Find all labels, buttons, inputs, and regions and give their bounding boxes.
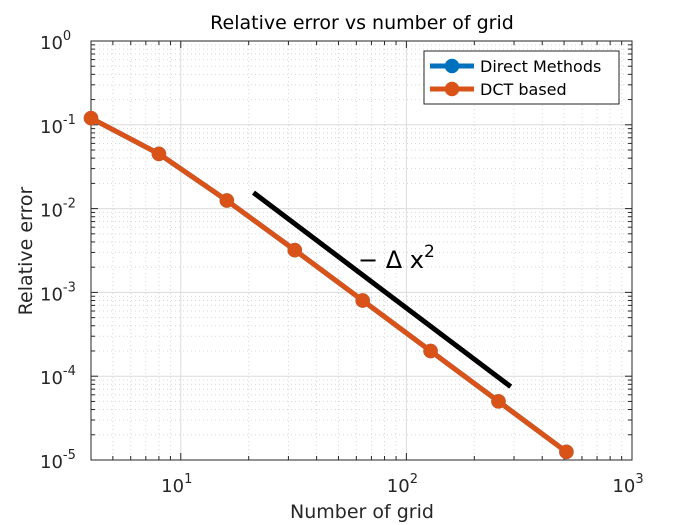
x-tick-label-exponent: 3 (635, 472, 643, 487)
series-layer (83, 110, 574, 460)
y-axis-label: Relative error (15, 186, 37, 315)
legend-marker-dct-based (444, 81, 460, 97)
y-tick-label-exponent: -3 (63, 280, 76, 295)
y-tick-label-exponent: 0 (63, 29, 71, 44)
x-axis-label: Number of grid (290, 501, 434, 523)
y-tick-label-exponent: -4 (63, 364, 76, 379)
y-tick-label-base: 10 (40, 117, 63, 138)
reference-slope-label: − Δ x2 (358, 242, 435, 274)
y-tick-label-base: 10 (40, 452, 63, 473)
y-tick-label-base: 10 (40, 33, 63, 54)
y-tick-label-base: 10 (40, 201, 63, 222)
series-line-dct-based (89, 115, 568, 454)
data-point-dct-based (83, 110, 99, 126)
legend-label-direct-methods: Direct Methods (480, 57, 601, 76)
chart-title: Relative error vs number of grid (210, 12, 514, 34)
y-tick-label: 10-2 (40, 197, 76, 222)
x-tick-label-exponent: 2 (410, 472, 418, 487)
y-tick-label-exponent: -5 (63, 448, 76, 463)
x-tick-label: 103 (612, 472, 643, 497)
y-tick-label: 10-4 (40, 364, 76, 389)
data-point-dct-based (287, 242, 302, 258)
x-tick-label-base: 10 (161, 476, 184, 497)
legend-marker-direct-methods (444, 58, 460, 74)
ref-label-variable: x (410, 246, 424, 274)
y-tick-label: 10-1 (40, 113, 76, 138)
data-point-dct-based (219, 193, 235, 208)
y-tick-label-base: 10 (40, 284, 63, 305)
x-tick-label-exponent: 1 (184, 472, 192, 487)
y-tick-label-base: 10 (40, 368, 63, 389)
ref-label-exponent: 2 (424, 242, 435, 262)
data-point-dct-based (423, 343, 438, 359)
x-tick-label-base: 10 (387, 476, 410, 497)
data-point-dct-based (151, 146, 167, 162)
x-tick-label: 102 (387, 472, 418, 497)
x-tick-labels: 101 102 103 (161, 472, 643, 497)
y-tick-label: 100 (40, 29, 71, 54)
reference-slope-line (251, 190, 513, 389)
data-point-dct-based (559, 444, 574, 460)
y-tick-label-exponent: -2 (63, 197, 76, 212)
y-tick-label: 10-3 (40, 280, 76, 305)
ref-label-delta: Δ (378, 246, 410, 274)
plot-frame (90, 40, 633, 461)
ref-label-minus: − (358, 246, 378, 274)
x-tick-label: 101 (161, 472, 192, 497)
y-tick-label: 10-5 (40, 448, 76, 473)
data-point-dct-based (355, 293, 370, 308)
x-tick-label-base: 10 (612, 476, 635, 497)
legend-label-dct-based: DCT based (480, 80, 567, 99)
data-point-dct-based (491, 394, 506, 409)
y-tick-label-exponent: -1 (63, 113, 76, 128)
legend-box (423, 50, 620, 105)
legend: Direct Methods DCT based (423, 50, 620, 105)
